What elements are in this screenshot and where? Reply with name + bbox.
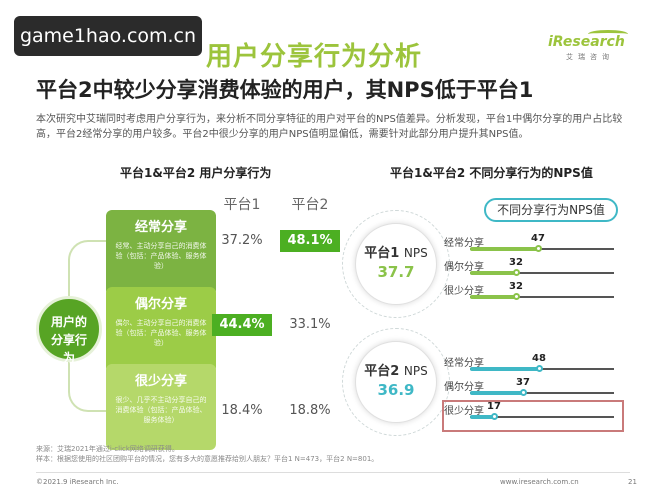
- bar-value: 47: [531, 233, 545, 244]
- nps-name: 平台1 NPS: [364, 246, 428, 261]
- bar-dot: [491, 413, 498, 420]
- value-frequent-p2: 48.1%: [280, 230, 340, 252]
- nps-ring: [342, 210, 450, 318]
- watermark: game1hao.com.cn: [14, 16, 202, 56]
- bar-label: 经常分享: [444, 238, 484, 249]
- bar-track: [470, 272, 614, 274]
- footnote-source: 来源：艾瑞2021年通过i-click网络调研获得。: [36, 445, 179, 453]
- card-rarely: 很少分享 很少、几乎不主动分享自己的消费体验（包括：产品体验、服务体验）: [106, 364, 216, 450]
- legend-pill: 不同分享行为NPS值: [484, 198, 618, 222]
- card-desc: 很少、几乎不主动分享自己的消费体验（包括：产品体验、服务体验）: [115, 396, 207, 424]
- bar-dot: [536, 365, 543, 372]
- bar-track: [470, 392, 614, 394]
- nps-circle-platform2: 平台2 NPS 36.9: [355, 341, 437, 423]
- bar-value: 37: [516, 377, 530, 388]
- nps-name: 平台2 NPS: [364, 364, 428, 379]
- bar-label: 偶尔分享: [444, 382, 484, 393]
- bar-value: 32: [509, 281, 523, 292]
- bar-track: [470, 296, 614, 298]
- bar-value: 17: [487, 401, 501, 412]
- bar-dot: [520, 389, 527, 396]
- nps-circle-platform1: 平台1 NPS 37.7: [355, 223, 437, 305]
- value-occasional-p2: 33.1%: [289, 317, 331, 332]
- footer-divider: [36, 472, 630, 473]
- bar-fill: [470, 271, 516, 275]
- bar-track: [470, 248, 614, 250]
- nps-ring: [342, 328, 450, 436]
- bar-dot: [513, 269, 520, 276]
- bar-dot: [513, 293, 520, 300]
- footnote-sample: 样本：根据您使用的社区团购平台的情况，您有多大的意愿推荐给别人朋友？平台1 N=…: [36, 455, 379, 463]
- bar-fill: [470, 391, 523, 395]
- highlight-box: [442, 400, 624, 432]
- card-occasional: 偶尔分享 偶尔、主动分享自己的消费体验（包括：产品体验、服务体验）: [106, 287, 216, 373]
- logo-sub: 艾瑞咨询: [566, 53, 614, 61]
- card-desc: 偶尔、主动分享自己的消费体验（包括：产品体验、服务体验）: [115, 319, 207, 347]
- card-title: 偶尔分享: [134, 297, 187, 312]
- bar-fill: [470, 295, 516, 299]
- bar-fill: [470, 415, 494, 419]
- card-title: 很少分享: [134, 374, 187, 389]
- footer-url: www.iresearch.com.cn: [500, 478, 579, 486]
- logo-word: iResearch: [548, 34, 625, 50]
- section-title: 用户分享行为分析: [206, 42, 423, 72]
- col-head-platform1: 平台1: [223, 197, 261, 213]
- intro-paragraph: 本次研究中艾瑞同时考虑用户分享行为，来分析不同分享特征的用户对平台的NPS值差异…: [36, 114, 623, 140]
- bar-label: 很少分享: [444, 406, 484, 417]
- logo: iResearch 艾瑞咨询: [548, 30, 628, 64]
- value-frequent-p1: 37.2%: [221, 233, 263, 248]
- center-circle-label: 用户的分享行为: [50, 315, 87, 365]
- value-rarely-p1: 18.4%: [221, 403, 263, 418]
- card-title: 经常分享: [134, 220, 187, 235]
- card-desc: 经常、主动分享自己的消费体验（包括：产品体验、服务体验）: [115, 242, 207, 270]
- bar-fill: [470, 247, 538, 251]
- bar-fill: [470, 367, 539, 371]
- nps-value: 37.7: [377, 263, 415, 281]
- bar-track: [470, 416, 614, 418]
- right-panel-title: 平台1&平台2 不同分享行为的NPS值: [390, 166, 593, 180]
- value-rarely-p2: 18.8%: [289, 403, 331, 418]
- logo-swoosh: [588, 30, 628, 38]
- bar-dot: [535, 245, 542, 252]
- bar-label: 偶尔分享: [444, 262, 484, 273]
- headline: 平台2中较少分享消费体验的用户，其NPS低于平台1: [36, 78, 534, 102]
- bar-value: 48: [532, 353, 546, 364]
- bar-label: 很少分享: [444, 286, 484, 297]
- nps-value: 36.9: [377, 381, 415, 399]
- card-frequent: 经常分享 经常、主动分享自己的消费体验（包括：产品体验、服务体验）: [106, 210, 216, 296]
- center-circle: 用户的分享行为: [36, 296, 102, 365]
- page-number: 21: [628, 478, 637, 486]
- value-occasional-p1: 44.4%: [212, 314, 272, 336]
- bar-label: 经常分享: [444, 358, 484, 369]
- bar-value: 32: [509, 257, 523, 268]
- footnote: 来源：艾瑞2021年通过i-click网络调研获得。 样本：根据您使用的社区团购…: [36, 444, 378, 464]
- left-panel-title: 平台1&平台2 用户分享行为: [120, 166, 272, 180]
- col-head-platform2: 平台2: [291, 197, 329, 213]
- footer-copyright: ©2021.9 iResearch Inc.: [36, 478, 119, 486]
